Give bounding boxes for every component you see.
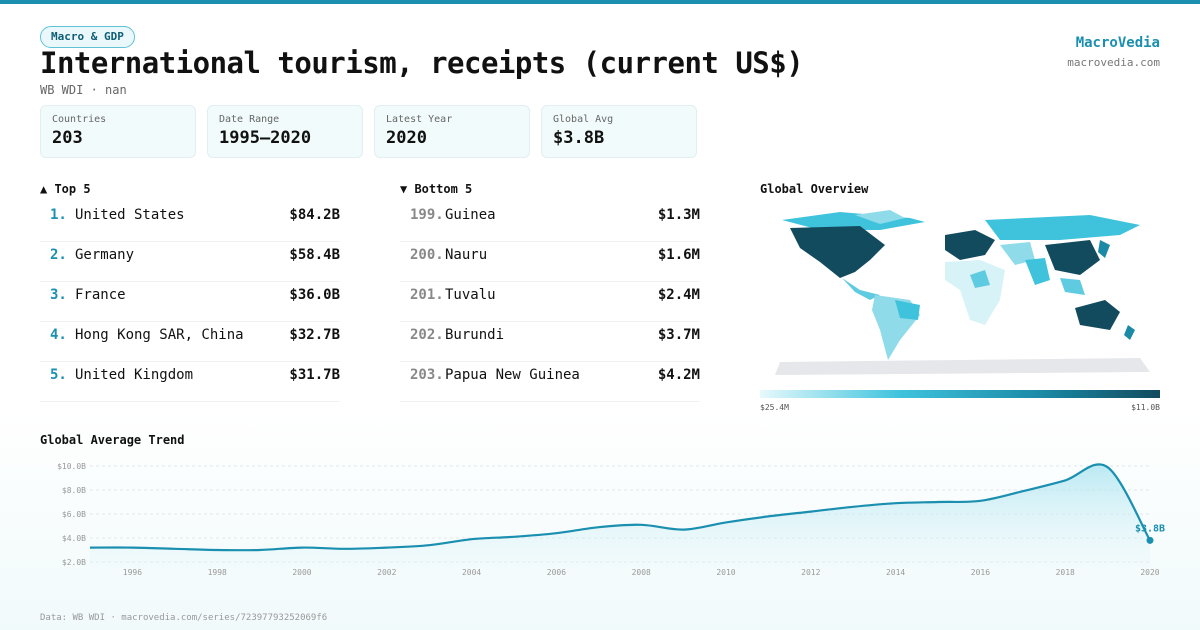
site[interactable]: macrovedia.com bbox=[1067, 56, 1160, 69]
country: United States bbox=[75, 207, 185, 223]
y-tick-label: $8.0B bbox=[62, 486, 86, 495]
stat-label: Countries bbox=[52, 114, 107, 125]
country: Nauru bbox=[445, 247, 488, 263]
stat-label: Latest Year bbox=[386, 114, 453, 125]
rank-row: 5. United Kingdom $31.7B bbox=[40, 361, 340, 402]
color-scale bbox=[760, 390, 1160, 398]
rank: 2. bbox=[50, 247, 67, 263]
value: $2.4M bbox=[657, 287, 700, 303]
x-tick-label: 2006 bbox=[547, 568, 566, 577]
rank: 4. bbox=[50, 327, 67, 343]
stat-card: Global Avg $3.8B bbox=[541, 105, 697, 158]
y-tick-label: $4.0B bbox=[62, 534, 86, 543]
rank-row: 200. Nauru $1.6M bbox=[400, 241, 700, 282]
value-label: $3.8B bbox=[1135, 523, 1165, 534]
map-title: Global Overview bbox=[760, 182, 869, 196]
rank-row: 199. Guinea $1.3M bbox=[400, 201, 700, 242]
rank: 3. bbox=[50, 287, 67, 303]
stat-value: 1995–2020 bbox=[219, 128, 312, 148]
stat-card: Latest Year 2020 bbox=[374, 105, 530, 158]
rank: 199. bbox=[410, 207, 444, 223]
rank-row: 201. Tuvalu $2.4M bbox=[400, 281, 700, 322]
y-tick-label: $2.0B bbox=[62, 558, 86, 567]
x-tick-label: 2012 bbox=[801, 568, 820, 577]
x-tick-label: 2016 bbox=[971, 568, 990, 577]
x-tick-label: 2002 bbox=[377, 568, 396, 577]
value: $1.3M bbox=[657, 207, 700, 223]
value: $3.7M bbox=[657, 327, 700, 343]
rank: 203. bbox=[410, 367, 444, 383]
country: France bbox=[75, 287, 126, 303]
country: Tuvalu bbox=[445, 287, 496, 303]
top-bar bbox=[0, 0, 1200, 4]
rank: 202. bbox=[410, 327, 444, 343]
country: Papua New Guinea bbox=[445, 367, 580, 383]
stat-label: Global Avg bbox=[553, 114, 614, 125]
value: $32.7B bbox=[289, 327, 340, 343]
rank: 200. bbox=[410, 247, 444, 263]
x-tick-label: 2004 bbox=[462, 568, 481, 577]
subtitle: WB WDI · nan bbox=[40, 83, 127, 97]
footer: Data: WB WDI · macrovedia.com/series/723… bbox=[40, 613, 328, 623]
scale-min: $25.4M bbox=[760, 403, 789, 412]
value: $58.4B bbox=[289, 247, 340, 263]
stat-value: 203 bbox=[52, 128, 83, 148]
value: $4.2M bbox=[657, 367, 700, 383]
rank: 201. bbox=[410, 287, 444, 303]
country: Burundi bbox=[445, 327, 505, 343]
x-tick-label: 2018 bbox=[1056, 568, 1075, 577]
brand[interactable]: MacroVedia bbox=[1075, 35, 1160, 51]
stat-card: Countries 203 bbox=[40, 105, 196, 158]
bottom-title: ▼ Bottom 5 bbox=[400, 182, 473, 196]
category-badge[interactable]: Macro & GDP bbox=[40, 26, 135, 48]
x-tick-label: 2014 bbox=[886, 568, 905, 577]
top-title: ▲ Top 5 bbox=[40, 182, 91, 196]
end-point bbox=[1146, 536, 1154, 544]
country: United Kingdom bbox=[75, 367, 194, 383]
rank-row: 4. Hong Kong SAR, China $32.7B bbox=[40, 321, 340, 362]
value: $36.0B bbox=[289, 287, 340, 303]
value: $1.6M bbox=[657, 247, 700, 263]
value: $84.2B bbox=[289, 207, 340, 223]
x-tick-label: 2000 bbox=[292, 568, 311, 577]
stat-value: $3.8B bbox=[553, 128, 605, 148]
world-map: $25.4M $11.0B bbox=[760, 210, 1160, 412]
scale-max: $11.0B bbox=[1131, 403, 1160, 412]
x-tick-label: 2010 bbox=[716, 568, 735, 577]
value: $31.7B bbox=[289, 367, 340, 383]
rank: 5. bbox=[50, 367, 67, 383]
trend-chart: $2.0B $4.0B $6.0B $8.0B $10.0B 1996 1998 2000 20… bbox=[57, 462, 1165, 577]
x-tick-label: 2020 bbox=[1140, 568, 1159, 577]
rank-row: 1. United States $84.2B bbox=[40, 201, 340, 242]
line bbox=[89, 463, 1151, 552]
page-title: International tourism, receipts (current… bbox=[40, 46, 804, 80]
rank-row: 202. Burundi $3.7M bbox=[400, 321, 700, 362]
country: Hong Kong SAR, China bbox=[75, 327, 244, 343]
stat-label: Date Range bbox=[219, 114, 280, 125]
map-shapes bbox=[775, 210, 1150, 375]
country: Guinea bbox=[445, 207, 496, 223]
x-tick-label: 1996 bbox=[123, 568, 142, 577]
rank-row: 203. Papua New Guinea $4.2M bbox=[400, 361, 700, 402]
y-tick-label: $10.0B bbox=[57, 462, 86, 471]
x-tick-label: 2008 bbox=[632, 568, 651, 577]
area bbox=[90, 464, 1150, 568]
rank: 1. bbox=[50, 207, 67, 223]
stat-card: Date Range 1995–2020 bbox=[207, 105, 363, 158]
country: Germany bbox=[75, 247, 135, 263]
x-tick-label: 1998 bbox=[208, 568, 227, 577]
chart-title: Global Average Trend bbox=[40, 433, 185, 447]
stat-value: 2020 bbox=[386, 128, 427, 148]
rank-row: 3. France $36.0B bbox=[40, 281, 340, 322]
y-tick-label: $6.0B bbox=[62, 510, 86, 519]
rank-row: 2. Germany $58.4B bbox=[40, 241, 340, 282]
